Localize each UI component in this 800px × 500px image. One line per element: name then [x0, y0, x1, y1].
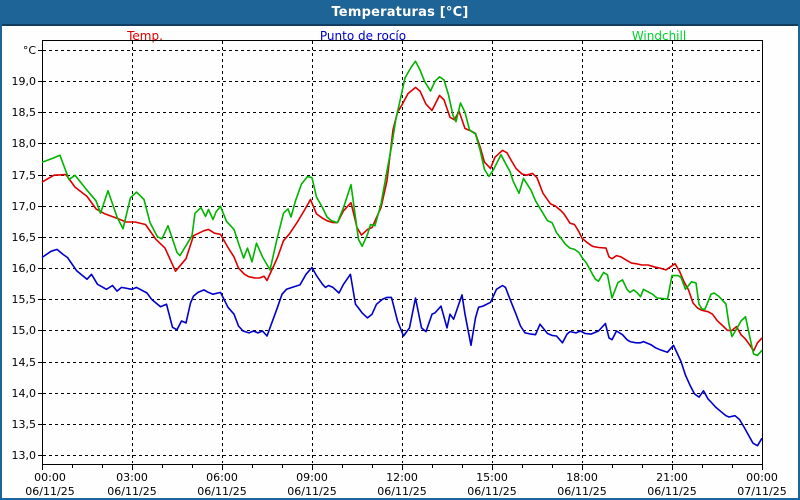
x-tick-time: 21:00	[656, 471, 688, 484]
x-tick-date: 07/11/25	[737, 485, 786, 498]
x-tick-date: 06/11/25	[287, 485, 336, 498]
y-tick-label: 15,0	[12, 324, 37, 337]
y-tick-label: 13,5	[12, 418, 37, 431]
legend-windchill: Windchill	[631, 29, 687, 43]
y-tick-label: 14,5	[12, 356, 37, 369]
x-tick-time: 15:00	[476, 471, 508, 484]
y-tick-label: 19,0	[12, 75, 37, 88]
x-tick-time: 12:00	[386, 471, 418, 484]
y-tick-label: 13,0	[12, 449, 37, 462]
y-tick-label: 18,0	[12, 137, 37, 150]
x-tick-date: 06/11/25	[557, 485, 606, 498]
axes	[38, 40, 763, 470]
x-tick-time: 09:00	[296, 471, 328, 484]
x-tick-date: 06/11/25	[107, 485, 156, 498]
legend-dewpoint: Punto de rocío	[319, 29, 407, 43]
x-tick-time: 00:00	[746, 471, 778, 484]
dewpoint-line	[41, 248, 763, 447]
x-tick-date: 06/11/25	[377, 485, 426, 498]
y-tick-label: 14,0	[12, 387, 37, 400]
windchill-line	[41, 60, 763, 357]
y-tick-label: 16,0	[12, 262, 37, 275]
y-axis-unit: °C	[23, 44, 37, 57]
y-tick-label: 17,5	[12, 169, 37, 182]
x-tick-date: 06/11/25	[197, 485, 246, 498]
x-tick-date: 06/11/25	[467, 485, 516, 498]
y-tick-label: 16,5	[12, 231, 37, 244]
gridlines	[43, 41, 761, 463]
x-tick-date: 06/11/25	[25, 485, 74, 498]
y-tick-label: 18,5	[12, 106, 37, 119]
y-tick-label: 15,5	[12, 293, 37, 306]
data-lines	[41, 60, 763, 447]
x-tick-date: 06/11/25	[647, 485, 696, 498]
x-tick-time: 00:00	[34, 471, 66, 484]
x-tick-time: 03:00	[116, 471, 148, 484]
temp-line	[41, 86, 763, 352]
axis-labels: 19,0 18,5 18,0 17,5 17,0 16,5 16,0 15,5 15,0 14,5…	[12, 44, 787, 498]
legend-temp: Temp.	[127, 29, 163, 43]
y-tick-label: 17,0	[12, 200, 37, 213]
x-tick-time: 18:00	[566, 471, 598, 484]
window-title: Temperaturas [°C]	[2, 2, 798, 26]
x-tick-time: 06:00	[206, 471, 238, 484]
